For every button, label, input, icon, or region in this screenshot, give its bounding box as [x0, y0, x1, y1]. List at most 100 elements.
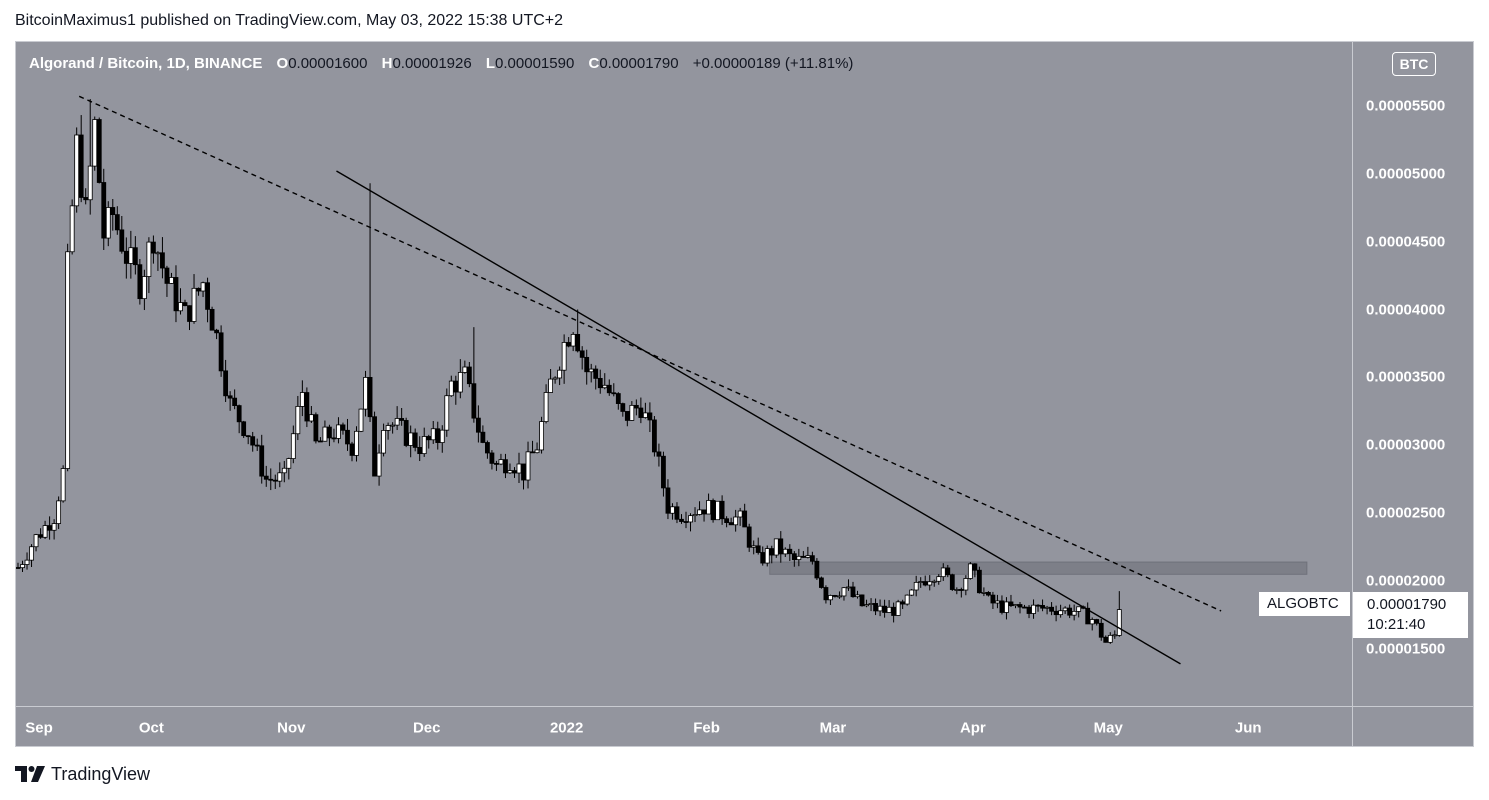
candle-up — [51, 523, 57, 531]
candle-up — [507, 470, 513, 474]
candle-down — [760, 552, 766, 564]
price-change: +0.00000189 (+11.81%) — [692, 55, 854, 72]
candle-up — [706, 500, 711, 515]
candle-down — [245, 435, 251, 438]
candle-up — [308, 414, 314, 422]
candle-up — [715, 500, 720, 521]
last-price-label: 0.00001790 10:21:40 — [1353, 592, 1468, 638]
symbol-legend[interactable]: Algorand / Bitcoin, 1D, BINANCE O0.00001… — [29, 55, 853, 72]
candle-up — [92, 119, 98, 167]
candle-up — [376, 452, 382, 477]
candle-down — [1026, 606, 1032, 614]
candle-down — [119, 229, 125, 252]
candle-down — [1035, 604, 1041, 607]
candle-up — [886, 606, 892, 613]
candle-down — [313, 414, 319, 442]
solid-trendline — [336, 170, 1181, 665]
candle-down — [164, 267, 170, 284]
candle-up — [394, 418, 400, 426]
time-tick-label: Mar — [819, 719, 847, 737]
candle-down — [652, 419, 657, 453]
candle-down — [769, 548, 775, 556]
candle-down — [196, 287, 201, 292]
candle-up — [936, 576, 942, 582]
candle-up — [764, 548, 770, 564]
candle-down — [809, 555, 815, 562]
candle-down — [209, 308, 215, 331]
candle-up — [105, 207, 111, 239]
candle-down — [990, 594, 996, 604]
candle-up — [940, 567, 946, 578]
candle-down — [683, 521, 689, 523]
candle-up — [805, 555, 811, 558]
ohlc-open-key: O — [276, 55, 289, 72]
candle-down — [791, 553, 797, 561]
candle-down — [340, 424, 346, 431]
last-price-value: 0.00001790 — [1367, 596, 1447, 613]
candle-down — [223, 370, 229, 397]
candle-down — [701, 509, 707, 515]
candle-down — [114, 214, 120, 231]
candle-down — [489, 452, 495, 464]
symbol-title: Algorand / Bitcoin, 1D, BINANCE — [29, 55, 263, 72]
candle-up — [918, 581, 924, 583]
candle-down — [304, 392, 310, 422]
candle-up — [543, 392, 549, 422]
currency-badge[interactable]: BTC — [1392, 52, 1436, 76]
candle-down — [566, 342, 572, 347]
candle-up — [981, 592, 987, 594]
candle-up — [868, 603, 874, 605]
candle-down — [485, 442, 490, 454]
candle-up — [570, 333, 576, 347]
candle-up — [855, 594, 860, 598]
candle-down — [132, 247, 138, 266]
price-tick-label: 0.00005500 — [1366, 97, 1446, 115]
price-chart-plot[interactable] — [16, 42, 1352, 706]
candle-up — [358, 408, 364, 432]
candle-down — [800, 555, 806, 558]
candle-up — [354, 430, 359, 456]
candle-up — [733, 516, 739, 526]
candle-up — [498, 459, 504, 465]
ohlc-open-value: 0.00001600 — [288, 55, 368, 72]
price-tick-label: 0.00002500 — [1366, 504, 1446, 522]
candle-up — [277, 472, 283, 482]
publisher-line: BitcoinMaximus1 published on TradingView… — [15, 12, 564, 29]
candle-up — [561, 342, 567, 371]
candle-down — [412, 432, 418, 448]
candle-down — [241, 421, 247, 437]
price-tick-label: 0.00003000 — [1366, 436, 1446, 454]
candle-up — [841, 587, 847, 597]
candle-down — [728, 522, 734, 526]
candle-up — [169, 277, 174, 284]
time-tick-label: Sep — [25, 719, 53, 737]
candle-down — [819, 577, 824, 588]
resistance-zone — [769, 561, 1308, 575]
candle-down — [101, 182, 107, 239]
candle-down — [187, 305, 192, 322]
time-axis[interactable] — [16, 707, 1352, 746]
candle-down — [615, 393, 621, 404]
candle-up — [439, 429, 445, 443]
candle-up — [430, 428, 436, 441]
candle-up — [927, 581, 933, 586]
ohlc-close-value: 0.00001790 — [599, 55, 679, 72]
candle-up — [56, 500, 62, 524]
candle-up — [24, 559, 30, 565]
candle-down — [331, 437, 337, 440]
candle-down — [1022, 606, 1027, 609]
candle-up — [381, 430, 386, 454]
candle-down — [78, 134, 84, 198]
ohlc-close-key: C — [588, 55, 600, 72]
time-tick-label: Nov — [277, 719, 306, 737]
chart-pane[interactable]: Algorand / Bitcoin, 1D, BINANCE O0.00001… — [15, 41, 1474, 747]
candle-up — [697, 509, 702, 515]
candle-up — [534, 449, 540, 454]
candle-down — [949, 574, 955, 590]
candle-up — [913, 581, 919, 591]
candle-up — [1076, 606, 1082, 612]
candle-up — [904, 594, 910, 605]
candle-up — [1044, 606, 1050, 609]
candle-up — [846, 586, 851, 589]
footer-brand[interactable]: TradingView — [15, 764, 150, 784]
